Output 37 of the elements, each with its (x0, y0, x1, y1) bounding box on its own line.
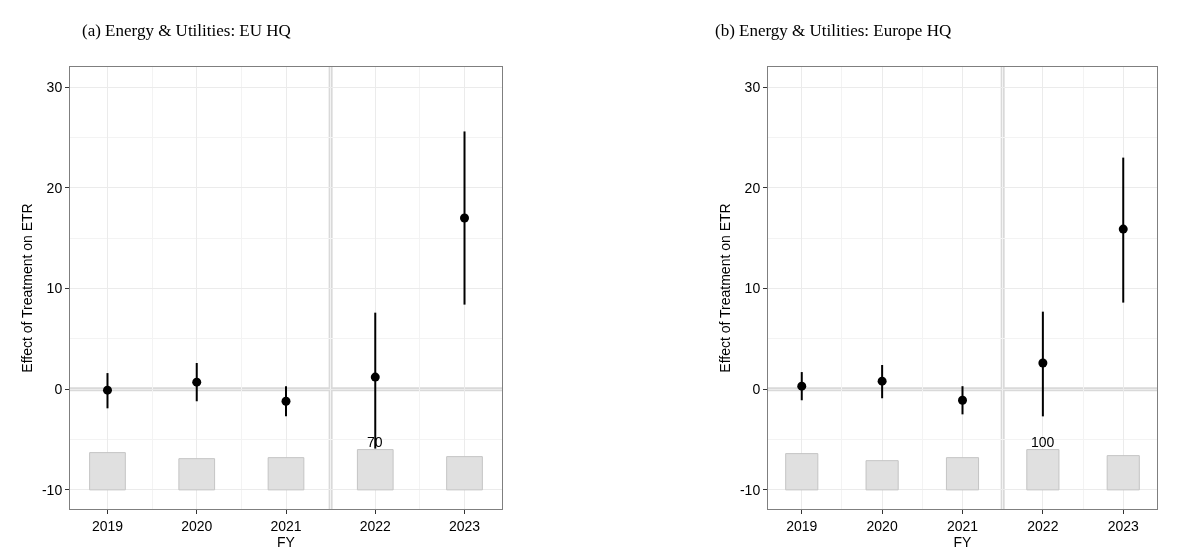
y-tick-label: 10 (744, 280, 761, 297)
y-tick-label: 0 (54, 381, 63, 398)
x-tick-label: 2020 (181, 517, 213, 534)
y-axis-title: Effect of Treatment on ETR (716, 203, 733, 373)
point (281, 396, 291, 406)
point (958, 395, 967, 405)
point (370, 372, 380, 382)
x-tick-label: 2019 (786, 517, 818, 534)
y-tick-label: 20 (744, 179, 761, 196)
y-tick-label: 30 (46, 79, 63, 96)
x-tick-label: 2019 (91, 517, 124, 534)
x-axis-title: FY (277, 533, 296, 550)
y-tick-label: 20 (46, 179, 63, 196)
x-tick-label: 2022 (1027, 517, 1059, 534)
chart-title: (b) Energy & Utilities: Europe HQ (715, 21, 952, 40)
point (192, 377, 202, 387)
y-tick-label: -10 (41, 481, 63, 498)
y-tick-label: 30 (744, 79, 761, 96)
x-tick-label: 2023 (448, 517, 481, 534)
annotation: 100 (1031, 434, 1055, 450)
x-tick-label: 2021 (270, 517, 302, 534)
point (797, 381, 807, 391)
point (1118, 224, 1128, 234)
chart-title: (a) Energy & Utilities: EU HQ (82, 21, 291, 40)
point (1038, 358, 1048, 368)
y-tick-label: 10 (46, 280, 63, 297)
x-tick-label: 2022 (359, 517, 392, 534)
x-axis-title: FY (953, 533, 973, 550)
point (460, 213, 470, 223)
x-tick-label: 2021 (946, 517, 979, 534)
point (877, 376, 887, 386)
y-axis-title: Effect of Treatment on ETR (18, 203, 35, 373)
y-tick-label: -10 (739, 481, 761, 498)
x-tick-label: 2023 (1107, 517, 1140, 534)
y-tick-label: 0 (752, 381, 761, 398)
x-tick-label: 2020 (866, 517, 898, 534)
point (102, 385, 112, 395)
